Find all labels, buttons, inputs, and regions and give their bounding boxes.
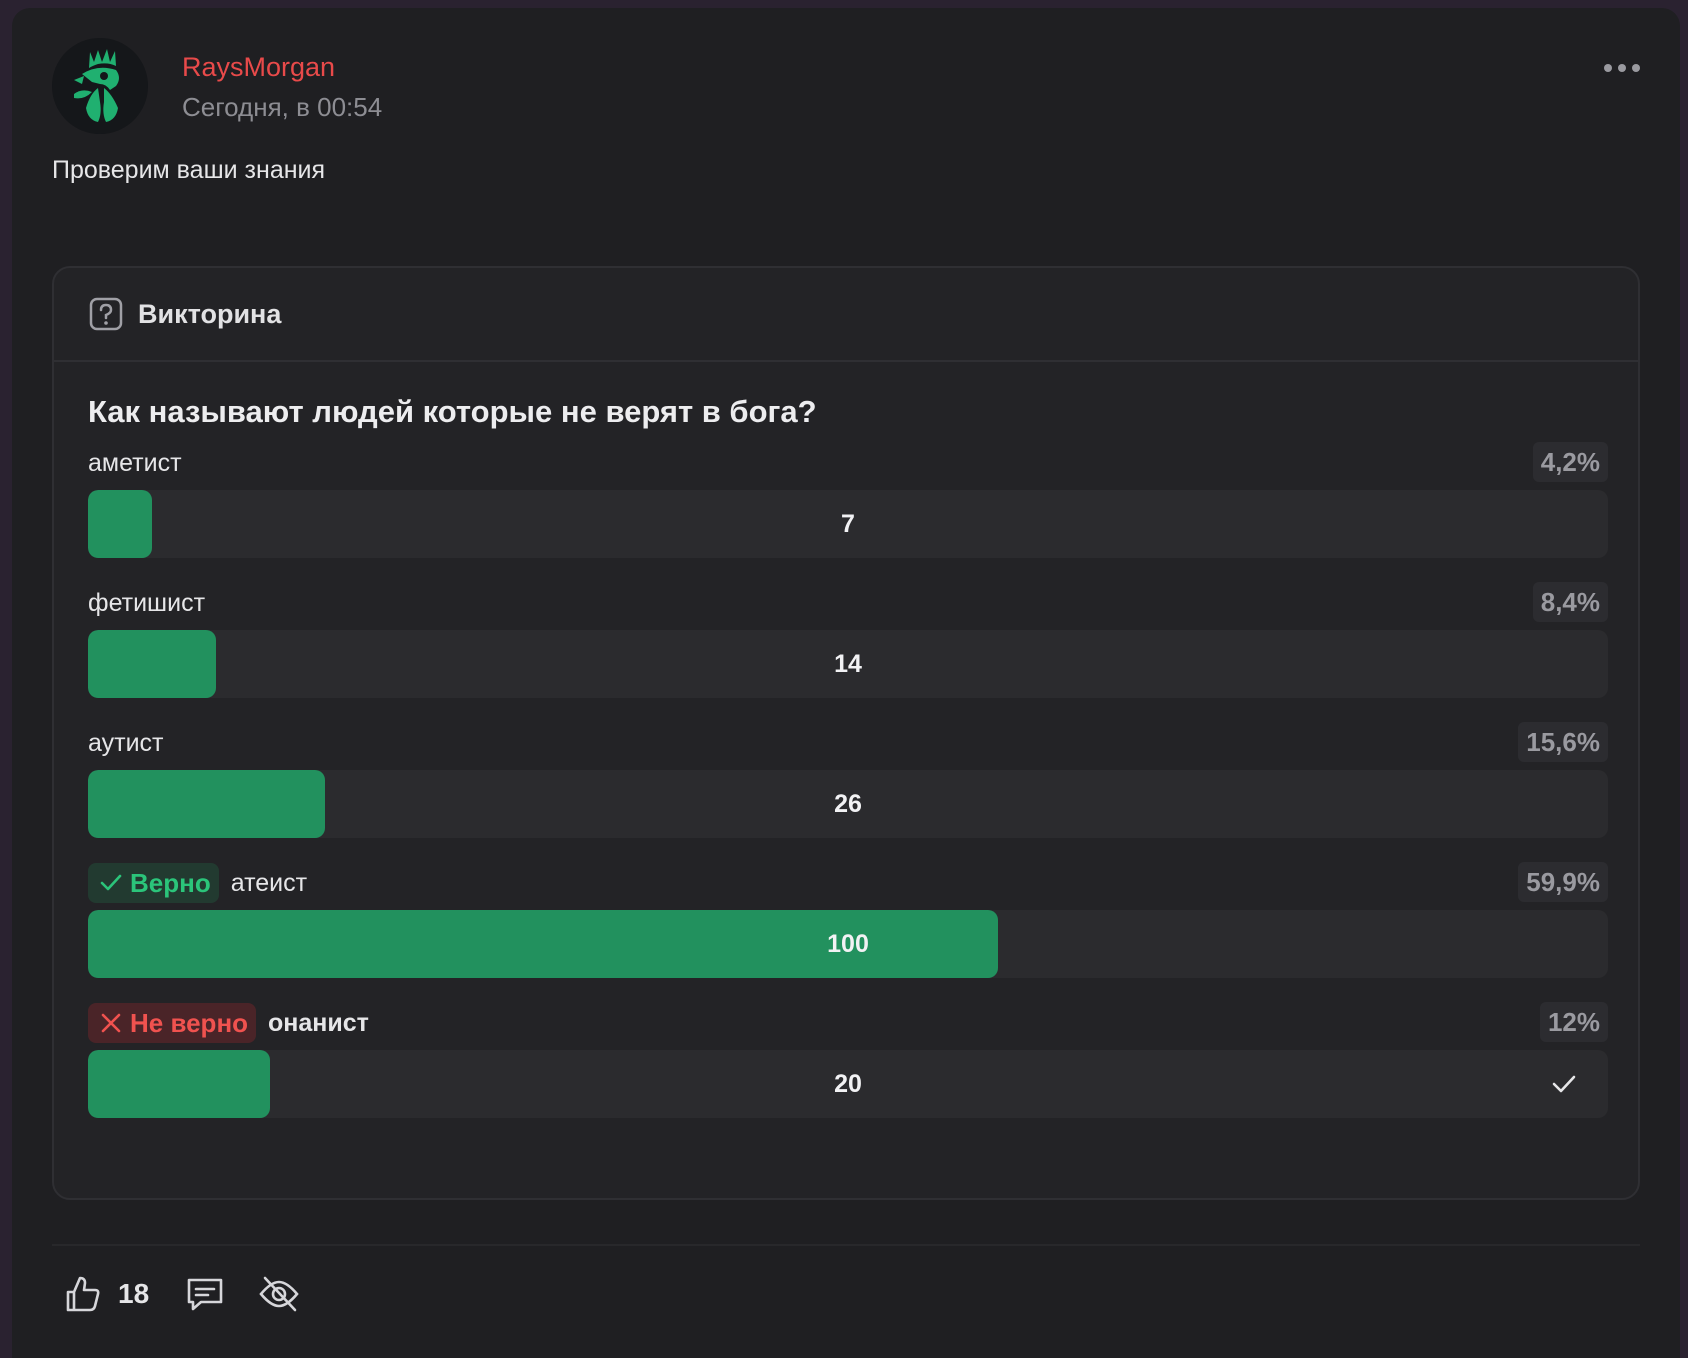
option-percent: 8,4%: [1532, 582, 1608, 622]
quiz-option: аутист 15,6% 26: [88, 718, 1608, 838]
quiz-question: Как называют людей которые не верят в бо…: [88, 394, 817, 429]
quiz-card: Викторина Как называют людей которые не …: [52, 266, 1640, 1200]
post-actions: 18: [60, 1272, 301, 1316]
divider: [52, 1244, 1640, 1246]
hide-button[interactable]: [257, 1272, 301, 1316]
cross-icon: [101, 1013, 121, 1033]
quiz-option-wrong: Не верно онанист 12% 20: [88, 998, 1608, 1118]
option-bar-fill: [88, 770, 326, 838]
thumbs-up-icon: [66, 1276, 100, 1312]
wrong-badge: Не верно: [88, 1003, 257, 1043]
option-bar[interactable]: 14: [88, 630, 1608, 698]
option-label: атеист: [230, 868, 308, 897]
option-bar-fill: [88, 1050, 271, 1118]
avatar[interactable]: [52, 38, 148, 134]
option-label: фетишист: [88, 588, 206, 617]
quiz-title: Викторина: [138, 298, 282, 329]
more-dots-icon[interactable]: [1604, 64, 1640, 72]
option-bar-fill: [88, 490, 152, 558]
option-count: 26: [834, 789, 862, 818]
option-count: 20: [834, 1069, 862, 1098]
comment-button[interactable]: [183, 1272, 227, 1316]
option-percent: 15,6%: [1518, 722, 1608, 762]
wrong-badge-label: Не верно: [130, 1007, 249, 1038]
option-percent: 12%: [1539, 1002, 1608, 1042]
option-count: 14: [834, 649, 862, 678]
selected-check-icon: [1552, 1075, 1576, 1093]
correct-badge-label: Верно: [130, 867, 211, 898]
like-count: 18: [118, 1278, 150, 1309]
option-bar[interactable]: 100: [88, 910, 1608, 978]
option-bar[interactable]: 26: [88, 770, 1608, 838]
like-button[interactable]: 18: [60, 1272, 183, 1316]
eye-off-icon: [259, 1276, 299, 1312]
author-name[interactable]: RaysMorgan: [182, 52, 336, 82]
quiz-option: фетишист 8,4% 14: [88, 578, 1608, 698]
quiz-option-correct: Верно атеист 59,9% 100: [88, 858, 1608, 978]
option-bar-fill: [88, 910, 999, 978]
post-text: Проверим ваши знания: [52, 156, 326, 184]
question-icon: [89, 297, 123, 331]
check-icon: [100, 874, 122, 891]
quiz-option: аметист 4,2% 7: [88, 438, 1608, 558]
comment-icon: [187, 1278, 223, 1311]
option-label: аметист: [88, 448, 182, 477]
option-label: аутист: [88, 728, 164, 757]
post-card: RaysMorgan Сегодня, в 00:54 Проверим ваш…: [12, 8, 1680, 1358]
option-bar-fill: [88, 630, 216, 698]
option-bar[interactable]: 7: [88, 490, 1608, 558]
quiz-header: Викторина: [54, 268, 1638, 362]
option-bar[interactable]: 20: [88, 1050, 1608, 1118]
option-percent: 59,9%: [1518, 862, 1608, 902]
post-timestamp: Сегодня, в 00:54: [182, 92, 383, 122]
correct-badge: Верно: [88, 863, 219, 903]
option-count: 100: [827, 929, 869, 958]
option-count: 7: [841, 509, 855, 538]
rooster-logo-icon: [52, 38, 148, 134]
option-percent: 4,2%: [1532, 442, 1608, 482]
option-label: онанист: [268, 1008, 369, 1037]
